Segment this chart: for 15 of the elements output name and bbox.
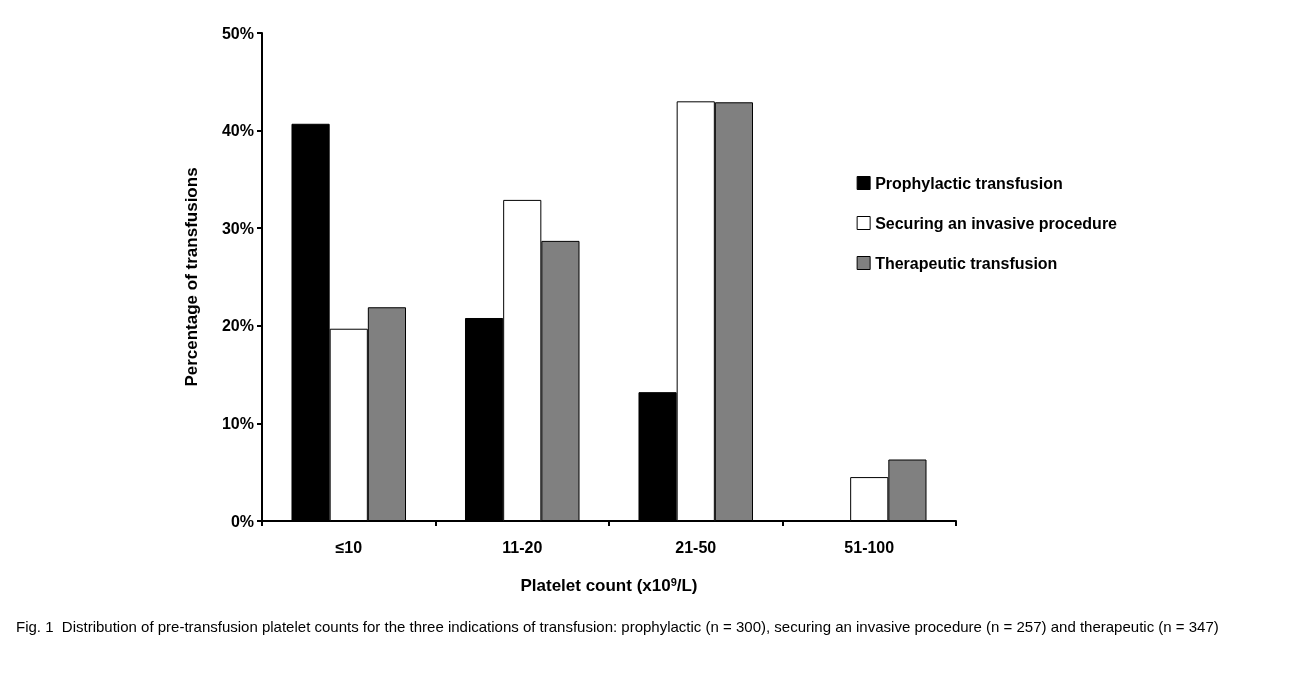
x-tick-label: ≤10 — [335, 538, 363, 556]
y-tick-label: 50% — [221, 24, 254, 42]
y-tick-label: 10% — [221, 414, 254, 432]
x-tick-label: 11-20 — [502, 538, 543, 556]
x-tick-label: 51-100 — [844, 538, 895, 556]
y-tick-label: 20% — [221, 317, 254, 335]
y-tick-label: 0% — [230, 512, 254, 530]
y-tick-label: 30% — [221, 219, 254, 237]
caption: Fig. 1 Distribution of pre-transfusion platelet counts for the three indications of transfusion: prophylactic (n = 300), securing an invasive procedure (n = 257) and therapeutic (n = 347) — [16, 617, 1219, 635]
x-tick-label: 21-50 — [675, 538, 717, 556]
legend-label: Securing an invasive procedure — [875, 214, 1118, 232]
legend-label: Prophylactic transfusion — [875, 174, 1063, 192]
y-tick-label: 40% — [221, 122, 254, 140]
y-axis-title: Percentage of transfusions — [182, 167, 201, 387]
legend-label: Therapeutic transfusion — [875, 254, 1058, 272]
